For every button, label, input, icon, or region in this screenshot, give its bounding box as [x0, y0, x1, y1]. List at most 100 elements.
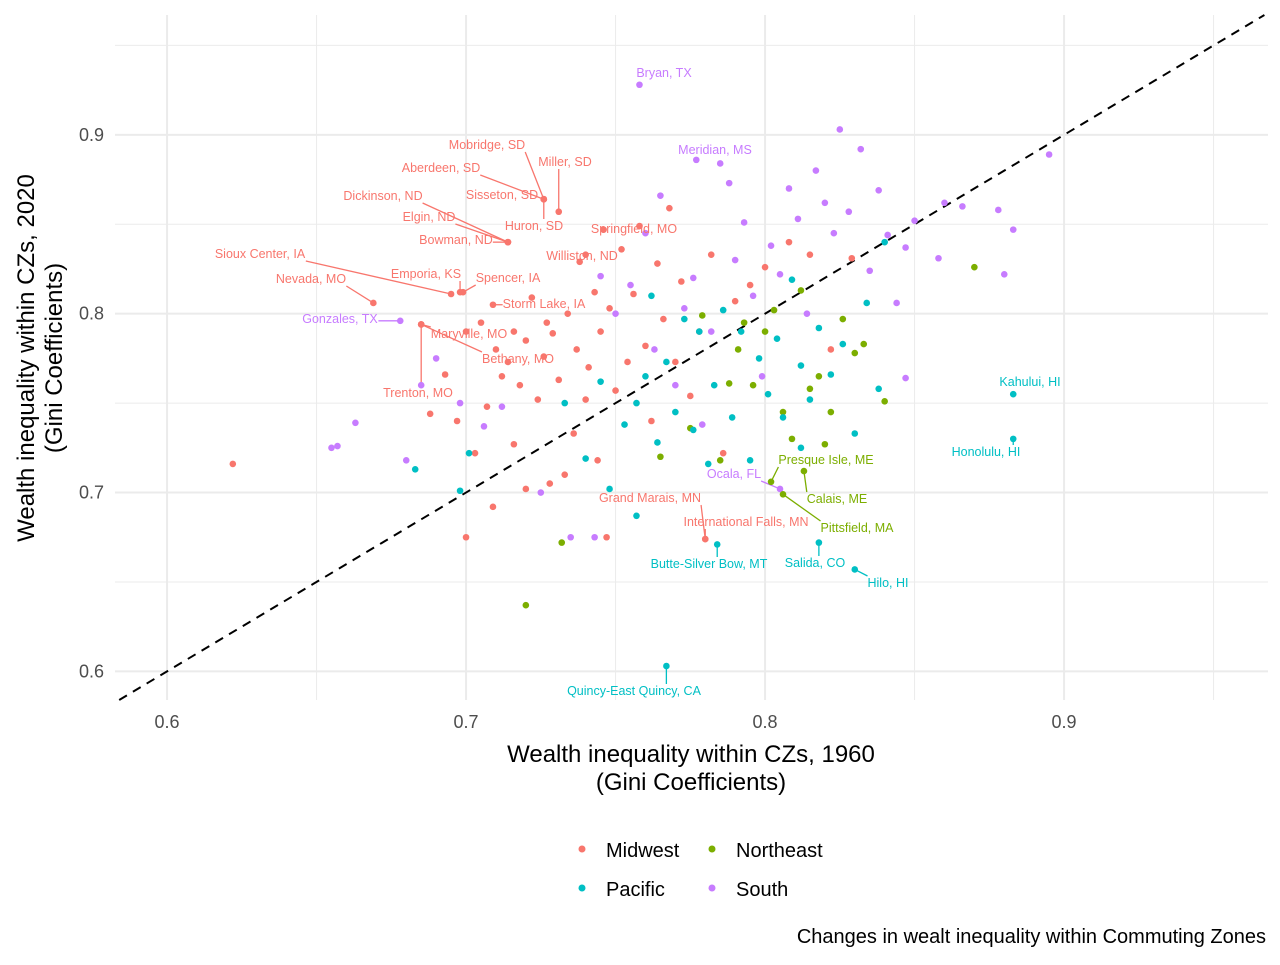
data-point-midwest: [785, 238, 793, 246]
y-tick-label: 0.7: [79, 483, 104, 503]
point-label: Maryville, MO: [431, 327, 508, 341]
data-point-south: [698, 421, 706, 428]
data-point-midwest: [642, 342, 649, 350]
data-point-midwest: [654, 260, 661, 267]
data-point-midwest: [648, 417, 655, 425]
data-point-midwest: [612, 387, 619, 394]
data-point-south: [597, 272, 604, 280]
data-point-south: [845, 208, 853, 216]
data-point-south: [432, 355, 440, 362]
data-point-south: [866, 267, 874, 275]
data-point-south: [935, 254, 942, 262]
x-axis-title-line2: (Gini Coefficients): [596, 769, 786, 796]
labeled-data-point: [800, 467, 808, 475]
data-point-midwest: [666, 204, 673, 212]
point-label: Emporia, KS: [391, 267, 461, 281]
data-point-south: [417, 381, 425, 389]
data-point-northeast: [761, 328, 769, 335]
data-point-pacific: [663, 358, 670, 366]
labeled-data-point: [701, 535, 709, 543]
data-point-midwest: [761, 263, 769, 271]
data-point-midwest: [492, 346, 500, 353]
labeled-data-point: [815, 539, 823, 546]
point-label: Calais, ME: [807, 492, 867, 506]
point-label: Dickinson, ND: [343, 189, 422, 203]
data-point-midwest: [462, 533, 470, 541]
identity-reference-line: [118, 14, 1265, 701]
data-point-pacific: [815, 324, 823, 332]
data-point-pacific: [648, 292, 655, 300]
point-label: Meridian, MS: [678, 143, 752, 157]
point-label: Huron, SD: [505, 219, 563, 233]
data-point-midwest: [731, 297, 739, 305]
label-leader-line: [700, 504, 706, 540]
data-point-pacific: [582, 455, 589, 462]
data-point-south: [352, 419, 359, 427]
point-label: Storm Lake, IA: [503, 297, 586, 311]
data-point-pacific: [728, 414, 736, 421]
label-leader-line: [305, 260, 452, 295]
x-tick-label: 0.6: [155, 712, 180, 732]
data-point-pacific: [411, 465, 419, 473]
data-point-south: [567, 533, 574, 541]
legend-label-northeast: Northeast: [736, 840, 823, 862]
data-point-pacific: [672, 408, 679, 416]
data-point-pacific: [851, 430, 859, 437]
data-point-pacific: [689, 426, 697, 434]
point-label: Presque Isle, ME: [778, 453, 873, 467]
data-point-midwest: [806, 251, 814, 258]
data-point-midwest: [678, 278, 685, 285]
data-point-south: [456, 399, 464, 407]
data-point-pacific: [695, 328, 703, 335]
data-point-south: [334, 442, 341, 450]
data-point-south: [794, 215, 802, 223]
data-point-midwest: [534, 396, 542, 403]
data-point-midwest: [540, 353, 548, 360]
data-point-pacific: [797, 362, 805, 369]
point-label: International Falls, MN: [683, 515, 808, 529]
data-point-northeast: [779, 408, 787, 416]
label-leader-line: [455, 223, 509, 243]
data-point-pacific: [561, 399, 569, 407]
label-leader-line: [524, 151, 545, 200]
data-point-midwest: [453, 417, 461, 425]
legend-key-pacific: [578, 884, 586, 892]
data-point-south: [612, 310, 619, 317]
labeled-data-point: [779, 491, 787, 498]
data-point-midwest: [462, 328, 470, 335]
labeled-data-point: [582, 251, 589, 258]
labeled-data-point: [540, 195, 548, 203]
data-point-northeast: [770, 306, 778, 314]
data-point-midwest: [585, 364, 592, 371]
labeled-data-point: [767, 478, 775, 486]
data-point-northeast: [734, 346, 742, 353]
grid: [115, 15, 1268, 700]
data-point-midwest: [624, 358, 631, 366]
labeled-data-point: [776, 485, 784, 493]
labeled-data-point: [447, 290, 455, 298]
data-point-pacific: [755, 355, 763, 362]
data-point-northeast: [657, 453, 664, 461]
legend-key-south: [708, 884, 716, 892]
data-point-south: [642, 229, 649, 237]
point-label: Trenton, MO: [383, 386, 453, 400]
y-tick-label: 0.6: [79, 661, 104, 681]
data-point-northeast: [558, 539, 566, 546]
data-point-northeast: [725, 380, 733, 387]
label-leader-line: [803, 470, 808, 493]
data-point-south: [689, 274, 697, 282]
data-point-south: [785, 185, 793, 192]
point-label: Miller, SD: [538, 155, 591, 169]
data-point-midwest: [576, 258, 583, 266]
axis-ticks: 0.6 0.7 0.8 0.9 0.6 0.7 0.8 0.9: [79, 125, 1077, 732]
data-point-pacific: [773, 335, 781, 343]
data-point-midwest: [528, 294, 536, 301]
data-point-midwest: [573, 346, 580, 353]
data-point-south: [657, 192, 664, 199]
data-point-midwest: [441, 371, 449, 378]
data-point-pacific: [710, 381, 718, 389]
data-point-midwest: [687, 392, 694, 400]
data-point-south: [857, 145, 865, 153]
data-point-midwest: [597, 328, 604, 335]
labeled-data-point: [489, 301, 497, 309]
